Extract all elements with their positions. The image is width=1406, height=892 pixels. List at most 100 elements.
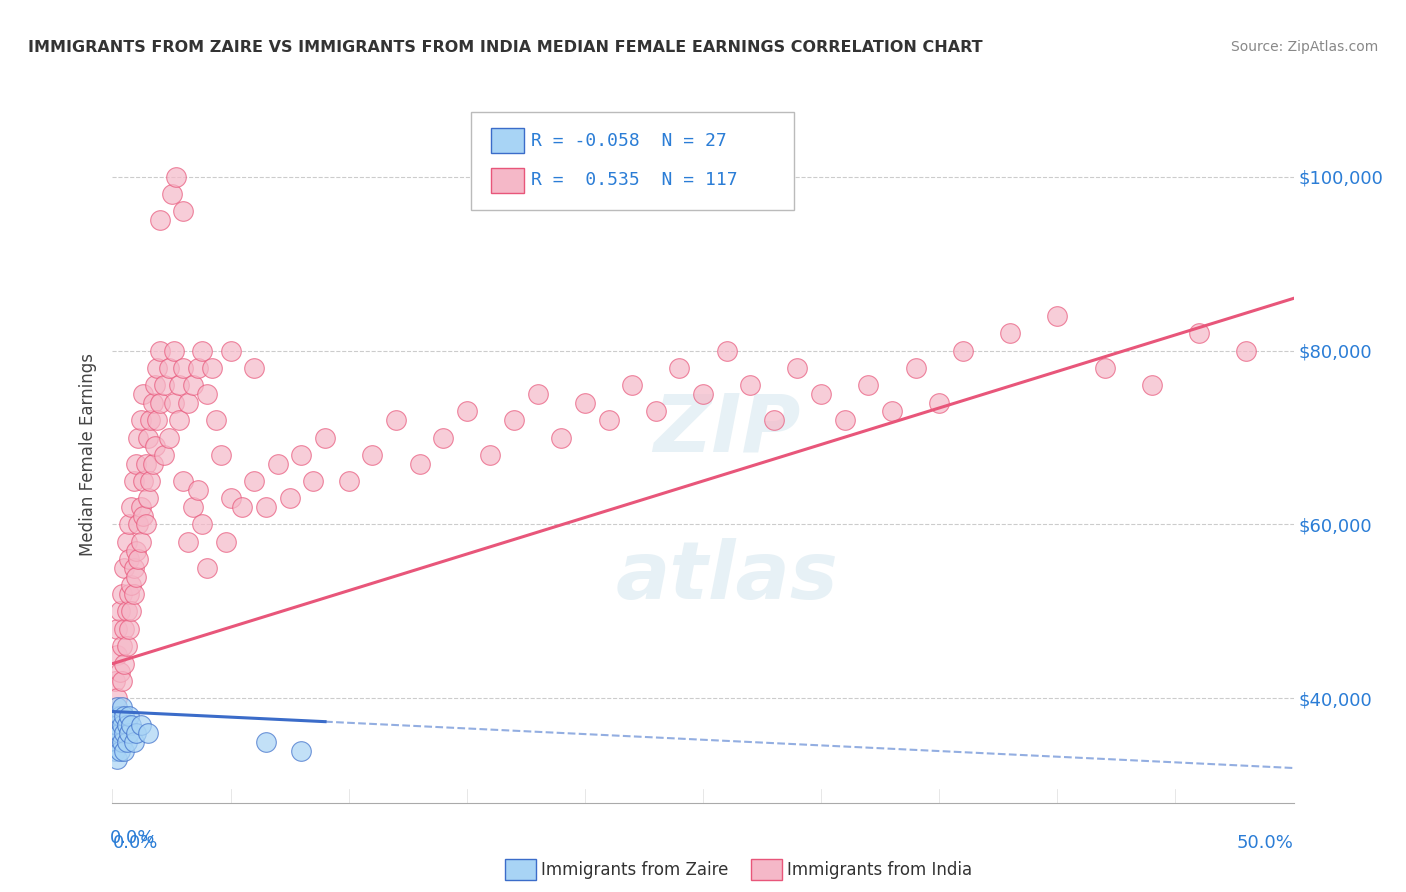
Point	[928, 396, 950, 410]
Point	[122, 735, 145, 749]
Point	[1046, 309, 1069, 323]
Point	[209, 448, 232, 462]
Point	[108, 708, 131, 723]
Point	[108, 605, 131, 619]
Point	[112, 561, 135, 575]
Point	[135, 457, 157, 471]
Point	[361, 448, 384, 462]
Point	[314, 431, 336, 445]
Point	[112, 657, 135, 671]
Point	[132, 387, 155, 401]
Point	[644, 404, 666, 418]
Point	[104, 708, 127, 723]
Point	[112, 708, 135, 723]
Point	[191, 343, 214, 358]
Point	[195, 387, 218, 401]
Point	[408, 457, 430, 471]
Point	[243, 361, 266, 376]
Point	[136, 726, 159, 740]
Point	[880, 404, 903, 418]
Point	[104, 726, 127, 740]
Point	[105, 691, 128, 706]
Point	[142, 457, 165, 471]
Point	[108, 665, 131, 680]
Point	[157, 361, 180, 376]
Point	[1234, 343, 1257, 358]
Point	[219, 491, 242, 506]
Text: Source: ZipAtlas.com: Source: ZipAtlas.com	[1230, 40, 1378, 54]
Point	[104, 674, 127, 689]
Point	[120, 605, 142, 619]
Point	[858, 378, 880, 392]
Point	[118, 622, 141, 636]
Point	[115, 717, 138, 731]
Point	[149, 213, 172, 227]
Point	[153, 378, 176, 392]
Point	[118, 708, 141, 723]
Point	[810, 387, 832, 401]
Point	[432, 431, 454, 445]
Point	[167, 413, 190, 427]
Point	[146, 413, 169, 427]
Point	[125, 726, 148, 740]
Point	[105, 717, 128, 731]
Point	[111, 700, 134, 714]
Point	[201, 361, 224, 376]
Point	[112, 622, 135, 636]
Point	[952, 343, 974, 358]
Point	[120, 578, 142, 592]
Point	[111, 639, 134, 653]
Point	[105, 700, 128, 714]
Point	[998, 326, 1021, 341]
Point	[231, 500, 253, 514]
Text: R =  0.535  N = 117: R = 0.535 N = 117	[531, 171, 738, 189]
Point	[1094, 361, 1116, 376]
Point	[160, 187, 183, 202]
Point	[456, 404, 478, 418]
Point	[181, 500, 204, 514]
Point	[105, 622, 128, 636]
Point	[127, 552, 149, 566]
Text: 0.0%: 0.0%	[112, 834, 157, 852]
Point	[219, 343, 242, 358]
Point	[186, 483, 208, 497]
Text: 0.0%: 0.0%	[110, 829, 156, 847]
Point	[195, 561, 218, 575]
Point	[254, 500, 277, 514]
Point	[129, 717, 152, 731]
Point	[129, 534, 152, 549]
Point	[125, 543, 148, 558]
Point	[550, 431, 572, 445]
Point	[479, 448, 502, 462]
Point	[136, 491, 159, 506]
Point	[191, 517, 214, 532]
Point	[267, 457, 290, 471]
Point	[290, 744, 312, 758]
Text: IMMIGRANTS FROM ZAIRE VS IMMIGRANTS FROM INDIA MEDIAN FEMALE EARNINGS CORRELATIO: IMMIGRANTS FROM ZAIRE VS IMMIGRANTS FROM…	[28, 40, 983, 55]
Point	[149, 343, 172, 358]
Point	[172, 361, 194, 376]
Point	[740, 378, 762, 392]
Point	[278, 491, 301, 506]
Point	[181, 378, 204, 392]
Point	[104, 726, 127, 740]
Point	[105, 648, 128, 662]
Point	[135, 517, 157, 532]
Point	[136, 431, 159, 445]
Point	[177, 396, 200, 410]
Point	[254, 735, 277, 749]
Text: Immigrants from Zaire: Immigrants from Zaire	[541, 861, 728, 879]
Point	[157, 431, 180, 445]
Point	[112, 744, 135, 758]
Point	[115, 735, 138, 749]
Point	[127, 431, 149, 445]
Point	[834, 413, 856, 427]
Point	[125, 457, 148, 471]
Point	[302, 474, 325, 488]
Point	[163, 396, 186, 410]
Point	[125, 570, 148, 584]
Point	[115, 534, 138, 549]
Point	[172, 204, 194, 219]
Point	[115, 605, 138, 619]
Point	[118, 552, 141, 566]
